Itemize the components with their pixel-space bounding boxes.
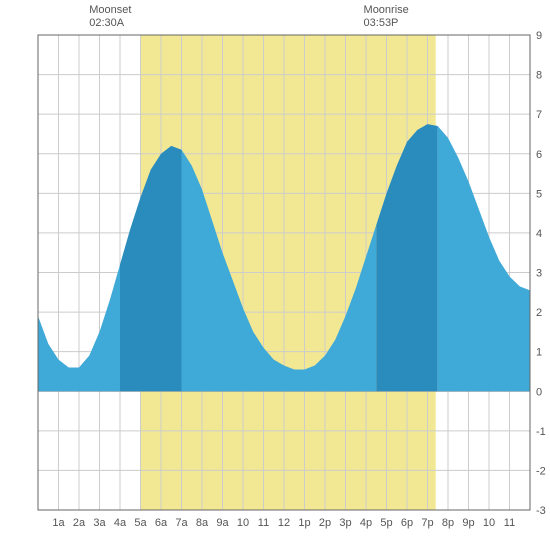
svg-text:3a: 3a <box>93 517 106 529</box>
svg-text:9a: 9a <box>216 517 229 529</box>
svg-text:-3: -3 <box>536 505 546 517</box>
moonset-label: Moonset 02:30A <box>89 4 131 30</box>
svg-text:1p: 1p <box>298 517 310 529</box>
svg-text:1a: 1a <box>52 517 65 529</box>
moonset-time: 02:30A <box>89 17 131 30</box>
svg-text:4: 4 <box>536 228 542 240</box>
svg-text:9p: 9p <box>462 517 474 529</box>
svg-text:7: 7 <box>536 109 542 121</box>
svg-text:2: 2 <box>536 307 542 319</box>
svg-text:6: 6 <box>536 149 542 161</box>
svg-text:4p: 4p <box>360 517 372 529</box>
svg-text:7p: 7p <box>421 517 433 529</box>
chart-svg: -3-2-101234567891a2a3a4a5a6a7a8a9a101112… <box>0 0 550 550</box>
tide-chart: Moonset 02:30A Moonrise 03:53P -3-2-1012… <box>0 0 550 550</box>
svg-text:5a: 5a <box>134 517 147 529</box>
svg-text:8p: 8p <box>442 517 454 529</box>
svg-text:2a: 2a <box>73 517 86 529</box>
svg-text:10: 10 <box>483 517 495 529</box>
svg-text:-1: -1 <box>536 426 546 438</box>
svg-text:7a: 7a <box>175 517 188 529</box>
svg-text:11: 11 <box>504 517 515 529</box>
svg-text:-2: -2 <box>536 465 546 477</box>
svg-text:5p: 5p <box>380 517 392 529</box>
moonrise-label: Moonrise 03:53P <box>364 4 409 30</box>
moonrise-time: 03:53P <box>364 17 409 30</box>
svg-text:8a: 8a <box>196 517 209 529</box>
svg-text:6p: 6p <box>401 517 413 529</box>
svg-text:3: 3 <box>536 268 542 280</box>
svg-text:11: 11 <box>258 517 269 529</box>
moonset-title: Moonset <box>89 4 131 17</box>
svg-text:2p: 2p <box>319 517 331 529</box>
svg-text:3p: 3p <box>339 517 351 529</box>
svg-text:0: 0 <box>536 386 542 398</box>
svg-text:4a: 4a <box>114 517 127 529</box>
svg-text:6a: 6a <box>155 517 168 529</box>
svg-text:12: 12 <box>278 517 290 529</box>
svg-text:10: 10 <box>237 517 249 529</box>
moonrise-title: Moonrise <box>364 4 409 17</box>
svg-text:1: 1 <box>536 347 542 359</box>
svg-text:5: 5 <box>536 188 542 200</box>
svg-text:8: 8 <box>536 70 542 82</box>
svg-text:9: 9 <box>536 30 542 42</box>
